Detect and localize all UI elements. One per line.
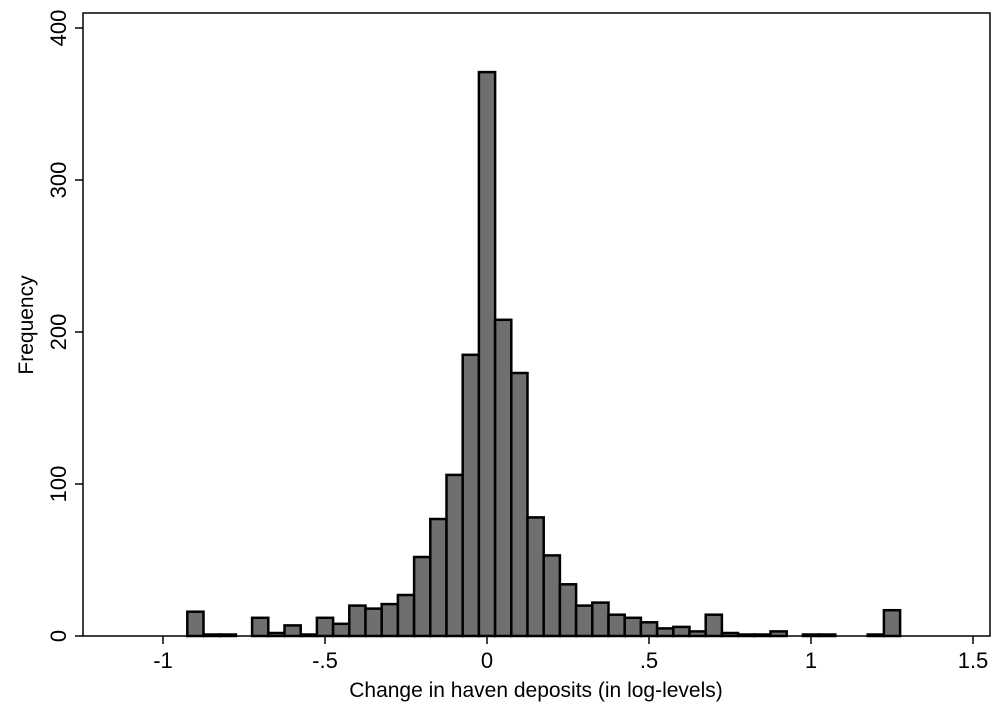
histogram-bar [607, 613, 626, 638]
histogram-bar [493, 318, 513, 638]
histogram-bar [801, 633, 821, 638]
y-tick-label: 0 [46, 630, 71, 642]
histogram-bar [542, 554, 562, 638]
histogram-bar [639, 621, 659, 638]
histogram-bar [202, 633, 221, 638]
histogram-bar [510, 371, 529, 638]
y-axis-label: Frequency [15, 275, 38, 375]
histogram-bar [704, 613, 724, 638]
x-tick-label: -1 [153, 648, 173, 673]
histogram-bar [753, 633, 772, 638]
y-tick-label: 300 [46, 162, 71, 199]
histogram-bar [331, 622, 351, 638]
histogram-bar [445, 473, 464, 638]
histogram-bar [477, 70, 497, 638]
histogram-bar [623, 616, 643, 638]
x-tick-label: 1.5 [958, 648, 989, 673]
histogram-bar [591, 601, 610, 638]
x-axis-ticks: -1 -.5 0 .5 1 1.5 [153, 636, 988, 673]
histogram-bar [736, 633, 756, 638]
histogram-bar [186, 610, 205, 638]
x-tick-label: 1 [805, 648, 817, 673]
histogram-bar [882, 608, 902, 638]
x-axis-label: Change in haven deposits (in log-levels) [349, 679, 723, 702]
x-tick-label: 0 [481, 648, 493, 673]
histogram-bar [299, 633, 319, 638]
histogram-bar [315, 616, 335, 638]
histogram-bar [558, 583, 578, 638]
histogram-bar [283, 624, 302, 638]
histogram-bar [250, 616, 270, 638]
x-tick-label: -.5 [312, 648, 338, 673]
histogram-bar [817, 633, 837, 638]
histogram-bar [720, 631, 740, 638]
y-tick-label: 400 [46, 10, 71, 47]
y-axis-ticks: 0 100 200 300 400 [46, 10, 83, 642]
bars-group [186, 70, 902, 638]
histogram-bar [429, 517, 448, 638]
histogram-bar [380, 602, 400, 638]
histogram-bar [396, 593, 416, 638]
histogram-bar [688, 630, 707, 638]
y-tick-label: 100 [46, 466, 71, 503]
histogram-bar [412, 555, 432, 638]
histogram-bar [672, 625, 691, 638]
histogram-bar [526, 516, 545, 638]
histogram-bar [218, 633, 238, 638]
histogram-bar [655, 627, 675, 638]
histogram-bar [348, 604, 367, 638]
histogram-bar [866, 633, 886, 638]
histogram-bar [461, 353, 481, 638]
histogram-bar [267, 631, 286, 638]
histogram-bar [574, 604, 594, 638]
histogram-bar [364, 607, 383, 638]
histogram-bar [769, 630, 788, 638]
x-tick-label: .5 [640, 648, 658, 673]
y-tick-label: 200 [46, 314, 71, 351]
